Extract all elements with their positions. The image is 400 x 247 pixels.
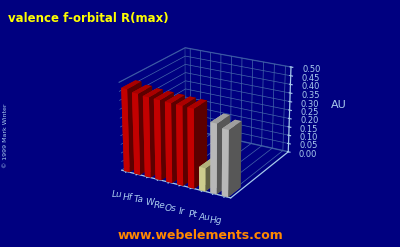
Text: © 1999 Mark Winter: © 1999 Mark Winter bbox=[4, 103, 8, 168]
Text: www.webelements.com: www.webelements.com bbox=[117, 229, 283, 242]
Text: valence f-orbital R(max): valence f-orbital R(max) bbox=[8, 12, 169, 25]
